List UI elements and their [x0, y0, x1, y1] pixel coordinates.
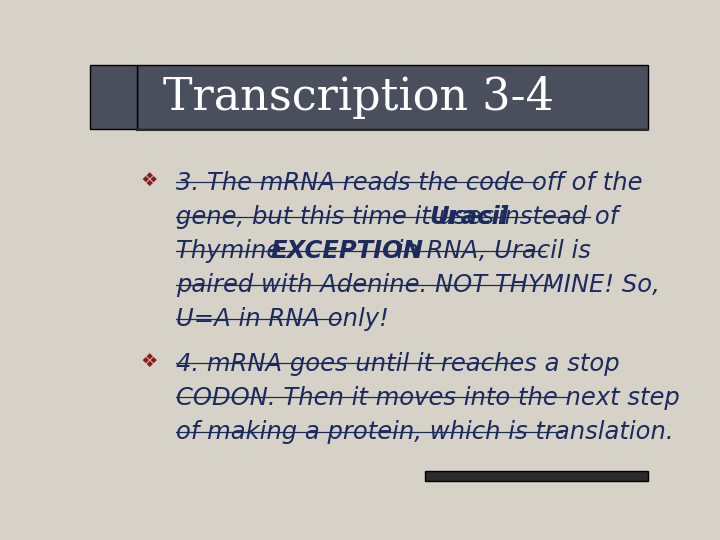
Text: paired with Adenine. NOT THYMINE! So,: paired with Adenine. NOT THYMINE! So,	[176, 273, 660, 297]
Text: ❖: ❖	[140, 352, 158, 370]
Text: Uracil: Uracil	[429, 205, 508, 229]
Text: gene, but this time it uses: gene, but this time it uses	[176, 205, 503, 229]
Text: Transcription 3-4: Transcription 3-4	[163, 76, 554, 119]
Text: 3. The mRNA reads the code off of the: 3. The mRNA reads the code off of the	[176, 171, 643, 195]
FancyBboxPatch shape	[425, 471, 648, 481]
Text: Thymine.: Thymine.	[176, 239, 297, 263]
Text: 4. mRNA goes until it reaches a stop: 4. mRNA goes until it reaches a stop	[176, 352, 620, 376]
FancyBboxPatch shape	[90, 65, 138, 129]
Text: of making a protein, which is translation.: of making a protein, which is translatio…	[176, 420, 674, 444]
Text: EXCEPTION: EXCEPTION	[270, 239, 423, 263]
FancyBboxPatch shape	[138, 65, 648, 129]
Text: in RNA, Uracil is: in RNA, Uracil is	[389, 239, 590, 263]
Text: CODON. Then it moves into the next step: CODON. Then it moves into the next step	[176, 386, 680, 410]
Text: instead of: instead of	[490, 205, 618, 229]
Text: U=A in RNA only!: U=A in RNA only!	[176, 307, 390, 331]
Text: ❖: ❖	[140, 171, 158, 190]
